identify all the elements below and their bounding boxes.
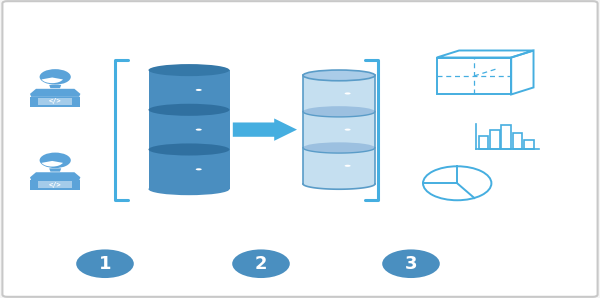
Wedge shape <box>41 77 63 83</box>
Ellipse shape <box>149 64 229 76</box>
Text: 2: 2 <box>255 255 267 273</box>
Ellipse shape <box>303 142 375 153</box>
Wedge shape <box>41 161 63 167</box>
Polygon shape <box>149 150 229 189</box>
Ellipse shape <box>149 104 229 116</box>
Polygon shape <box>149 110 229 150</box>
Text: </>: </> <box>49 98 62 104</box>
Circle shape <box>76 249 134 278</box>
Ellipse shape <box>344 92 350 94</box>
Polygon shape <box>30 180 80 190</box>
Polygon shape <box>303 148 375 184</box>
Polygon shape <box>30 89 80 97</box>
Ellipse shape <box>344 129 350 131</box>
Ellipse shape <box>303 106 375 117</box>
Polygon shape <box>38 181 72 188</box>
Text: </>: </> <box>49 182 62 188</box>
Polygon shape <box>30 172 80 180</box>
Ellipse shape <box>196 168 202 170</box>
Circle shape <box>232 249 290 278</box>
Polygon shape <box>49 85 61 88</box>
Ellipse shape <box>149 143 229 156</box>
Polygon shape <box>149 70 229 110</box>
Polygon shape <box>303 75 375 111</box>
Ellipse shape <box>344 165 350 167</box>
Polygon shape <box>303 111 375 148</box>
Text: 3: 3 <box>405 255 417 273</box>
Circle shape <box>40 69 71 85</box>
Ellipse shape <box>196 89 202 91</box>
Ellipse shape <box>196 129 202 131</box>
Polygon shape <box>38 98 72 105</box>
Ellipse shape <box>303 70 375 81</box>
Ellipse shape <box>149 183 229 195</box>
Polygon shape <box>30 97 80 107</box>
Polygon shape <box>233 119 297 141</box>
Circle shape <box>382 249 440 278</box>
Polygon shape <box>49 168 61 172</box>
Circle shape <box>40 153 71 168</box>
Ellipse shape <box>303 179 375 189</box>
Text: 1: 1 <box>99 255 111 273</box>
